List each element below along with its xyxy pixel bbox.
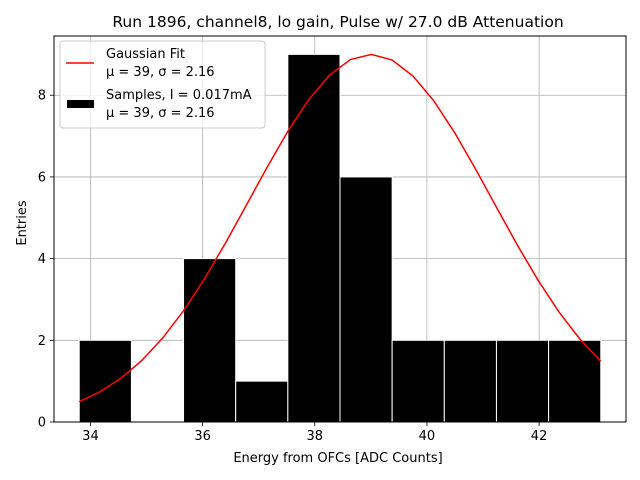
- fit-curve-group: [78, 53, 602, 403]
- axis-ticks: 34 36 38 40 42 0 2 4 6 8: [38, 89, 548, 444]
- histogram-bars: [78, 53, 602, 423]
- gaussian-fit-curve: [78, 53, 602, 403]
- legend: Gaussian Fit μ = 39, σ = 2.16 Samples, I…: [59, 40, 266, 129]
- x-tick-label: 36: [194, 429, 211, 444]
- histogram-bar: [287, 53, 341, 423]
- x-tick-label: 34: [82, 429, 99, 444]
- legend-fit-params: μ = 39, σ = 2.16: [106, 65, 215, 80]
- histogram-bar: [339, 176, 393, 423]
- y-tick-label: 2: [38, 334, 46, 349]
- plot-area: 34 36 38 40 42 0 2 4 6 8: [38, 35, 627, 444]
- legend-fit-label: Gaussian Fit: [106, 47, 185, 62]
- x-tick-label: 40: [419, 429, 436, 444]
- legend-samples-swatch: [67, 100, 94, 108]
- histogram-bar: [548, 339, 602, 423]
- legend-samples-params: μ = 39, σ = 2.16: [106, 106, 215, 121]
- x-axis-label: Energy from OFCs [ADC Counts]: [233, 451, 442, 466]
- histogram-bar: [443, 339, 497, 423]
- y-tick-label: 8: [38, 89, 46, 104]
- y-tick-label: 4: [38, 252, 46, 267]
- histogram-bar: [235, 380, 289, 423]
- legend-samples-label: Samples, I = 0.017mA: [106, 88, 252, 103]
- histogram-bar: [78, 339, 132, 423]
- histogram-bar: [183, 258, 237, 423]
- x-tick-label: 38: [306, 429, 323, 444]
- histogram-bar: [391, 339, 445, 423]
- legend-box: [59, 40, 266, 129]
- y-axis-label: Entries: [15, 200, 30, 246]
- plot-frame: [53, 35, 627, 423]
- y-tick-label: 6: [38, 170, 46, 185]
- y-tick-label: 0: [38, 416, 46, 431]
- x-tick-label: 42: [531, 429, 548, 444]
- histogram-bar: [495, 339, 550, 423]
- chart-title: Run 1896, channel8, lo gain, Pulse w/ 27…: [112, 13, 563, 31]
